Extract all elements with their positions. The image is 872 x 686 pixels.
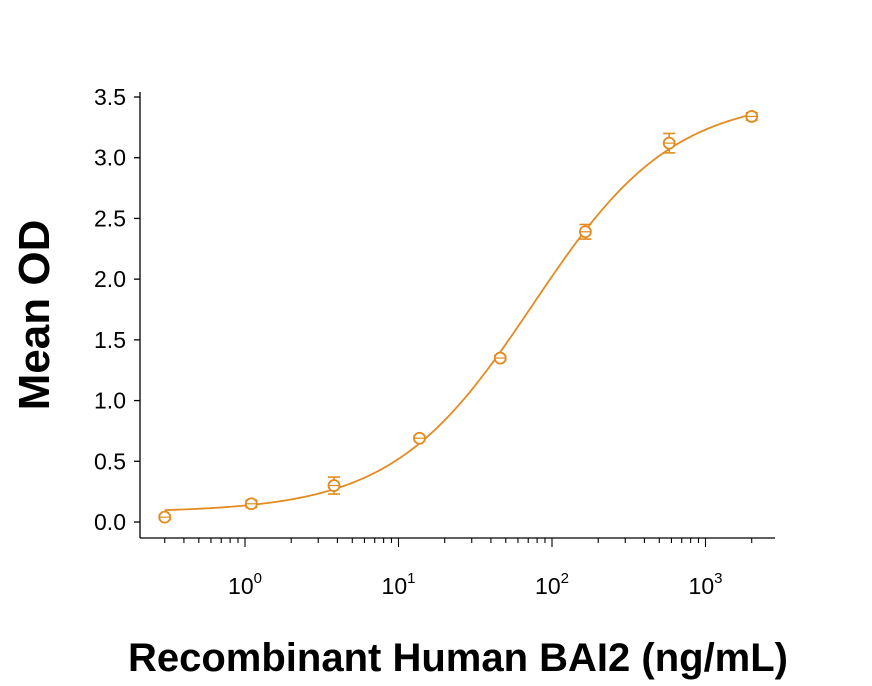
- x-tick-label: 100: [228, 570, 262, 599]
- y-tick-label: 3.5: [94, 84, 126, 110]
- data-point: [578, 223, 592, 240]
- data-point: [413, 431, 426, 445]
- data-point: [493, 351, 507, 365]
- y-tick-label: 2.5: [94, 205, 126, 231]
- plot-area: [158, 110, 759, 524]
- y-tick-label: 0.5: [94, 448, 126, 474]
- y-tick-label: 1.5: [94, 327, 126, 353]
- x-axis: 100 101 102 103: [140, 537, 775, 599]
- x-axis-title: Recombinant Human BAI2 (ng/mL): [128, 636, 788, 680]
- fit-curve: [164, 113, 752, 512]
- x-tick-label: 101: [382, 570, 416, 599]
- x-tick-label: 103: [689, 570, 723, 599]
- y-tick-label: 1.0: [94, 388, 126, 414]
- y-axis-title: Mean OD: [10, 220, 59, 411]
- data-point: [662, 132, 676, 154]
- data-point: [244, 497, 258, 511]
- y-tick-label: 2.0: [94, 266, 126, 292]
- data-point: [745, 110, 759, 123]
- data-point: [158, 510, 172, 524]
- y-tick-label: 0.0: [94, 509, 126, 535]
- y-axis: 0.0 0.5 1.0 1.5 2.0 2.5 3.0 3.5: [94, 84, 141, 538]
- x-tick-label: 102: [535, 570, 569, 599]
- data-point: [327, 476, 341, 495]
- y-tick-label: 3.0: [94, 145, 126, 171]
